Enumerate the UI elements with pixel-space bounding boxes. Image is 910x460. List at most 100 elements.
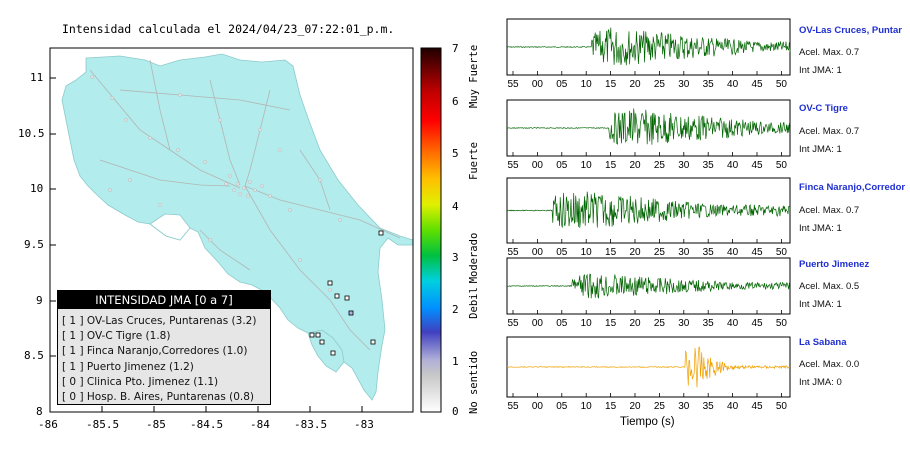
time-tick-label: 25 <box>654 401 666 412</box>
time-tick-label: 45 <box>751 318 763 329</box>
time-tick-label: 45 <box>751 79 763 90</box>
station-acel: Acel. Max. 0.5 <box>799 281 860 292</box>
y-tick: 9 <box>36 294 43 307</box>
time-tick-label: 35 <box>703 160 715 171</box>
legend-entry: [ 0 ] Hosp. B. Aires, Puntarenas (0.8) <box>62 390 255 403</box>
time-tick-label: 40 <box>727 160 739 171</box>
time-tick-label: 00 <box>532 247 544 258</box>
time-tick-label: 40 <box>727 79 739 90</box>
time-tick-label: 55 <box>507 160 519 171</box>
y-tick: 10.5 <box>18 127 45 140</box>
time-tick-label: 55 <box>507 318 519 329</box>
time-tick-label: 05 <box>556 247 568 258</box>
y-tick: 8 <box>36 405 43 418</box>
waveform-trace <box>506 273 791 299</box>
time-tick-label: 15 <box>605 79 617 90</box>
time-tick-label: 00 <box>532 79 544 90</box>
osa-peninsula <box>307 329 345 373</box>
time-tick-label: 30 <box>678 160 690 171</box>
time-tick-label: 20 <box>629 79 641 90</box>
time-tick-label: 55 <box>507 247 519 258</box>
time-tick-label: 50 <box>776 318 788 329</box>
time-tick-label: 20 <box>629 318 641 329</box>
colorbar-tick: 3 <box>452 251 459 264</box>
time-tick-label: 25 <box>654 247 666 258</box>
colorbar-tick: 4 <box>452 200 459 213</box>
colorbar-tick: 5 <box>452 147 459 160</box>
time-tick-label: 30 <box>678 79 690 90</box>
station-acel: Acel. Max. 0.7 <box>799 47 860 58</box>
time-tick-label: 40 <box>727 247 739 258</box>
y-tick: 8.5 <box>24 349 44 362</box>
time-tick-label: 50 <box>776 160 788 171</box>
time-tick-label: 00 <box>532 401 544 412</box>
station-int: Int JMA: 1 <box>799 299 842 310</box>
time-tick-label: 30 <box>678 401 690 412</box>
time-tick-label: 05 <box>556 401 568 412</box>
map-station-dots <box>90 75 342 292</box>
colorbar-tick: 2 <box>452 303 459 316</box>
colorbar-tick: 0 <box>452 405 459 418</box>
station-name: OV-Las Cruces, Puntar <box>799 25 902 36</box>
station-acel: Acel. Max. 0.0 <box>799 359 860 370</box>
station-acel: Acel. Max. 0.7 <box>799 205 860 216</box>
station-int: Int JMA: 1 <box>799 65 842 76</box>
waveform-trace <box>506 191 791 228</box>
x-tick: -85.5 <box>86 418 120 431</box>
time-tick-label: 15 <box>605 160 617 171</box>
y-tick: 11 <box>30 71 44 84</box>
legend-entry: [ 1 ] OV-C Tigre (1.8) <box>62 330 171 343</box>
time-tick-label: 35 <box>703 247 715 258</box>
waveform-trace <box>506 346 791 388</box>
time-tick-label: 10 <box>581 79 593 90</box>
station-int: Int JMA: 1 <box>799 223 842 234</box>
legend-title: INTENSIDAD JMA [0 a 7] <box>58 291 270 309</box>
legend-entry: [ 1 ] Finca Naranjo,Corredores (1.0) <box>62 345 248 358</box>
station-name: La Sabana <box>799 337 847 348</box>
time-axis-label: Tiempo (s) <box>620 416 675 428</box>
time-tick-label: 25 <box>654 318 666 329</box>
station-int: Int JMA: 0 <box>799 377 842 388</box>
time-tick-label: 25 <box>654 160 666 171</box>
x-tick: -84.5 <box>190 418 224 431</box>
time-tick-label: 45 <box>751 160 763 171</box>
time-tick-label: 10 <box>581 247 593 258</box>
time-tick-label: 35 <box>703 79 715 90</box>
time-tick-label: 45 <box>751 247 763 258</box>
station-int: Int JMA: 1 <box>799 144 842 155</box>
x-tick: -86 <box>38 418 58 431</box>
time-tick-label: 10 <box>581 160 593 171</box>
time-tick-label: 15 <box>605 318 617 329</box>
intensity-markers <box>309 230 384 356</box>
station-name: Puerto Jimenez <box>799 259 870 270</box>
station-name: OV-C Tigre <box>799 103 848 114</box>
time-tick-label: 10 <box>581 318 593 329</box>
time-tick-label: 20 <box>629 247 641 258</box>
time-tick-label: 40 <box>727 401 739 412</box>
x-tick: -83.5 <box>294 418 328 431</box>
intensity-colorbar <box>420 47 442 413</box>
time-tick-label: 05 <box>556 160 568 171</box>
time-tick-label: 50 <box>776 79 788 90</box>
x-tick: -84 <box>250 418 270 431</box>
time-tick-label: 30 <box>678 318 690 329</box>
waveform-trace <box>507 27 791 66</box>
legend-entry: [ 1 ] OV-Las Cruces, Puntarenas (3.2) <box>62 315 257 327</box>
y-tick: 10 <box>30 182 44 195</box>
road-network <box>89 59 401 351</box>
time-tick-label: 35 <box>703 401 715 412</box>
station-name: Finca Naranjo,Corredor <box>799 182 906 193</box>
y-tick: 9.5 <box>24 238 44 251</box>
time-tick-label: 30 <box>678 247 690 258</box>
time-tick-label: 50 <box>776 247 788 258</box>
time-tick-label: 20 <box>629 401 641 412</box>
time-tick-label: 25 <box>654 79 666 90</box>
time-tick-label: 15 <box>605 401 617 412</box>
time-tick-label: 55 <box>507 79 519 90</box>
time-tick-label: 20 <box>629 160 641 171</box>
time-tick-label: 05 <box>556 318 568 329</box>
time-tick-label: 35 <box>703 318 715 329</box>
time-tick-label: 05 <box>556 79 568 90</box>
time-tick-label: 40 <box>727 318 739 329</box>
legend-entry: [ 0 ] Clinica Pto. Jimenez (1.1) <box>62 375 219 388</box>
